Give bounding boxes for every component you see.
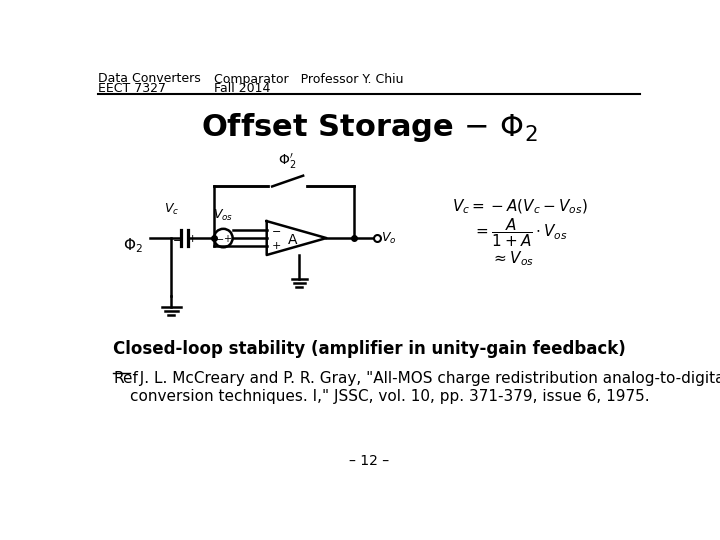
Text: $V_o$: $V_o$ — [381, 231, 396, 246]
Text: – 12 –: – 12 – — [349, 454, 389, 468]
Text: J. L. McCreary and P. R. Gray, "All-MOS charge redistribution analog-to-digital
: J. L. McCreary and P. R. Gray, "All-MOS … — [130, 372, 720, 404]
Text: $\Phi_2'$: $\Phi_2'$ — [279, 152, 297, 171]
Text: Comparator   Professor Y. Chiu: Comparator Professor Y. Chiu — [214, 72, 403, 85]
Text: $-$: $-$ — [172, 234, 182, 244]
Text: $+$: $+$ — [271, 240, 281, 251]
Text: $\approx V_{os}$: $\approx V_{os}$ — [491, 249, 534, 268]
Text: Data Converters: Data Converters — [98, 72, 200, 85]
Text: $+$: $+$ — [222, 233, 232, 244]
Text: EECT 7327: EECT 7327 — [98, 82, 166, 94]
Text: $= \dfrac{A}{1+A} \cdot V_{os}$: $= \dfrac{A}{1+A} \cdot V_{os}$ — [473, 217, 567, 249]
Text: $V_{os}$: $V_{os}$ — [213, 207, 233, 222]
Text: Closed-loop stability (amplifier in unity-gain feedback): Closed-loop stability (amplifier in unit… — [112, 340, 626, 359]
Text: Fall 2014: Fall 2014 — [214, 82, 271, 94]
Text: Ref: Ref — [113, 372, 138, 386]
Text: $\Phi_2$: $\Phi_2$ — [123, 237, 143, 255]
Text: $V_c = -A(V_c - V_{os})$: $V_c = -A(V_c - V_{os})$ — [452, 198, 588, 217]
Text: A: A — [288, 233, 297, 247]
Text: $V_c$: $V_c$ — [163, 202, 179, 217]
Text: $-$: $-$ — [215, 233, 224, 243]
Text: $+$: $+$ — [187, 233, 197, 244]
Text: Offset Storage $-$ $\Phi_2$: Offset Storage $-$ $\Phi_2$ — [201, 111, 537, 144]
Text: $-$: $-$ — [271, 225, 281, 235]
